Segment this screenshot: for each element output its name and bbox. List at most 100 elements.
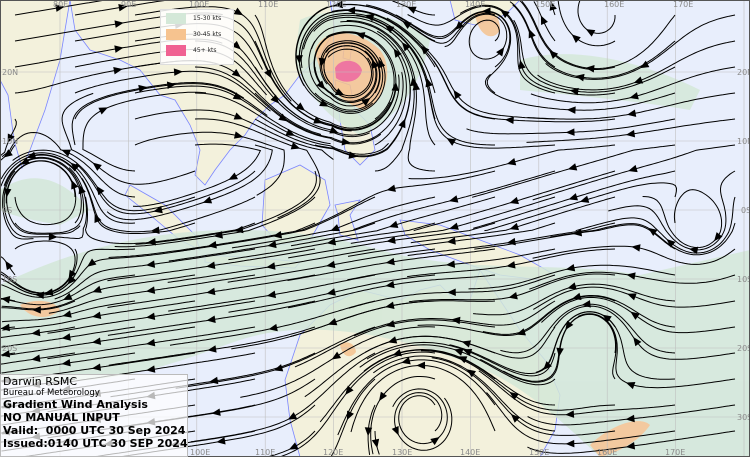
lat-label-left: 10N	[2, 137, 18, 146]
streamline-arrow	[0, 296, 11, 304]
band-15-30-indian	[0, 178, 90, 225]
streamline-arrow	[496, 47, 505, 57]
streamline-arrow	[173, 68, 183, 76]
streamline-arrow	[153, 205, 163, 214]
lon-label-top: 150E	[535, 0, 555, 9]
streamline-arrow	[87, 258, 97, 267]
streamline-arrow	[295, 102, 306, 111]
lon-label-top: 90E	[121, 0, 136, 9]
streamline-arrow	[549, 50, 559, 60]
legend-label: 15-30 kts	[193, 14, 222, 22]
streamline-arrow	[61, 359, 71, 367]
streamline-arrow	[549, 1, 557, 11]
streamline-arrow	[61, 333, 71, 341]
streamline-arrow	[385, 301, 395, 309]
streamline-arrow	[333, 0, 344, 9]
lon-label-bottom: 110E	[255, 448, 275, 457]
streamline-arrow	[207, 345, 217, 353]
streamline-arrow	[331, 351, 342, 360]
streamline-arrow	[565, 264, 576, 272]
streamline-arrow	[585, 64, 595, 73]
streamline-arrow	[145, 260, 156, 268]
streamline-arrow	[5, 260, 14, 271]
streamline-arrow	[233, 131, 244, 139]
streamline-arrow	[146, 338, 156, 347]
streamline-arrow	[48, 232, 58, 241]
streamline-arrow	[385, 280, 395, 289]
streamline-arrow	[268, 323, 278, 332]
streamline-arrow	[288, 442, 299, 450]
streamline-arrow	[206, 261, 216, 269]
streamline-arrow	[138, 84, 148, 93]
streamline-arrow	[326, 288, 336, 296]
streamline-arrow	[113, 66, 123, 75]
streamline-arrow	[401, 357, 411, 365]
streamline-arrow	[430, 436, 440, 446]
streamline-arrow	[633, 76, 644, 84]
streamline-arrow	[416, 361, 426, 370]
lon-label-top: 170E	[673, 0, 693, 9]
streamline-arrow	[398, 118, 406, 129]
streamline-arrow	[94, 213, 102, 224]
lat-label-right: 10S	[737, 275, 750, 284]
streamline-arrow	[504, 116, 514, 124]
streamline-arrow	[70, 162, 80, 172]
streamline-arrow	[62, 310, 72, 318]
lon-label-bottom: 150E	[529, 448, 549, 457]
legend-item: 15-30 kts	[161, 10, 233, 26]
streamline-arrow	[63, 292, 73, 300]
lon-label-bottom: 170E	[665, 448, 685, 457]
lon-label-top: 160E	[604, 0, 624, 9]
streamline-arrow	[114, 20, 124, 28]
streamline-arrow	[378, 58, 386, 69]
legend-item: 45+ kts	[161, 42, 233, 58]
streamline-arrow	[407, 6, 417, 14]
input-note: NO MANUAL INPUT	[3, 411, 120, 424]
streamline-arrow	[626, 272, 636, 280]
streamline-arrow	[98, 107, 108, 115]
legend-label: 30-45 kts	[193, 30, 222, 38]
streamline-arrow	[145, 312, 156, 321]
streamline-arrow	[627, 293, 637, 301]
streamline-arrow	[233, 7, 244, 16]
band-45-plus-typhoon-core	[335, 60, 362, 82]
streamline-arrow	[385, 320, 396, 328]
streamline-arrow	[345, 385, 354, 395]
streamline-arrow	[565, 128, 575, 136]
streamline-arrow	[509, 196, 519, 205]
streamline-arrow	[319, 99, 329, 107]
streamline-arrow	[20, 157, 30, 165]
streamline-arrow	[91, 363, 102, 371]
streamline-arrow	[231, 68, 241, 78]
streamline-arrow	[625, 129, 636, 138]
streamline-arrow	[631, 244, 641, 252]
streamline-arrow	[364, 427, 373, 437]
band-15-30-south	[0, 229, 750, 457]
streamline-arrow	[625, 414, 635, 423]
streamline-arrow	[146, 238, 156, 246]
streamline-arrow	[688, 246, 699, 254]
streamline-arrow	[566, 106, 576, 114]
lat-label-right: 30S	[737, 413, 750, 422]
streamline-arrow	[506, 261, 516, 269]
streamline-arrow	[355, 32, 366, 40]
streamline-arrow	[630, 311, 640, 320]
streamline-arrow	[506, 158, 517, 166]
streamline-arrow	[626, 109, 637, 117]
streamline-arrow	[329, 126, 339, 134]
info-box: Darwin RSMC Bureau of Meteorology Gradie…	[0, 374, 188, 457]
streamline-arrow	[510, 414, 520, 423]
streamline-arrow	[228, 172, 239, 180]
lat-label-right: 20N	[737, 68, 750, 77]
streamline-arrow	[714, 232, 723, 242]
lon-label-bottom: 100E	[190, 448, 210, 457]
streamline-arrow	[371, 438, 380, 449]
streamline-arrow	[379, 391, 388, 402]
band-15-30-east	[520, 54, 700, 110]
streamline-arrow	[543, 361, 552, 371]
streamline-arrow	[202, 196, 213, 204]
streamline-arrow	[361, 97, 371, 107]
streamline-arrow	[625, 442, 636, 450]
